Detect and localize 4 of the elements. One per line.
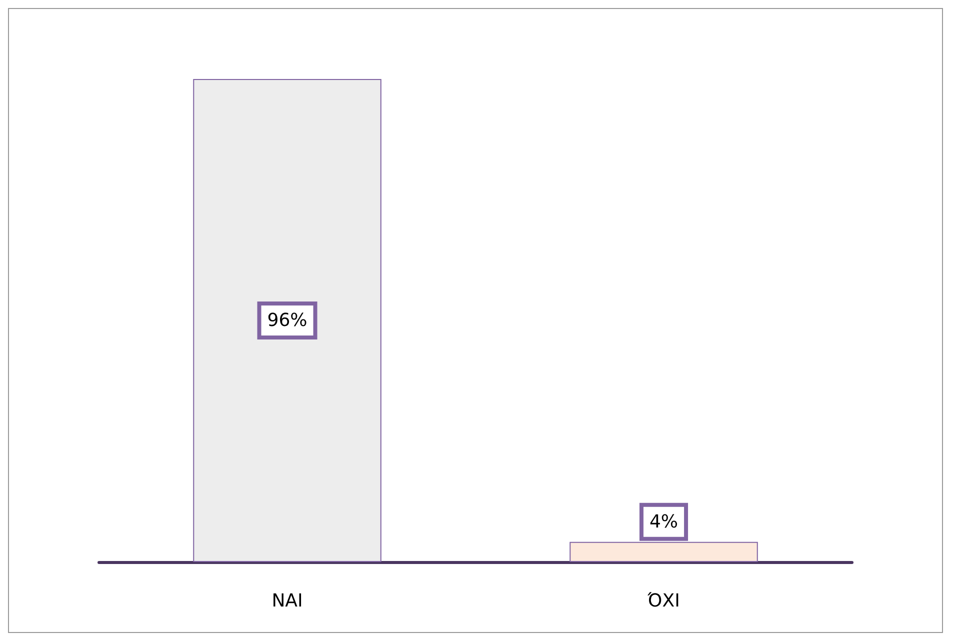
data-label: 4%: [649, 511, 678, 532]
data-label: 96%: [267, 310, 308, 331]
x-tick-label: ΌΧΙ: [646, 590, 680, 612]
x-tick-label: ΝΑΙ: [272, 590, 303, 612]
